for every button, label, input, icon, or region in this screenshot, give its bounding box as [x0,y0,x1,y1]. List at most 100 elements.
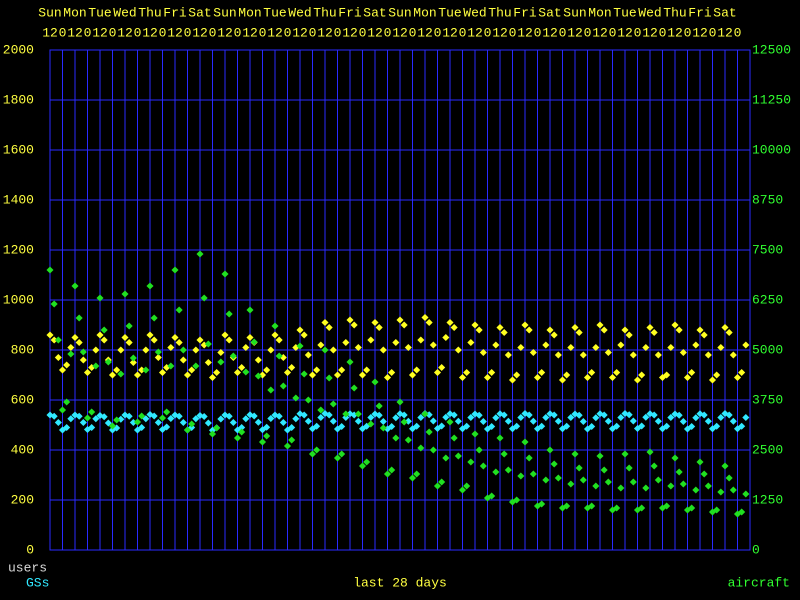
data-point [488,492,496,500]
x-tick-label: 0 [409,25,417,40]
data-point [50,300,58,308]
data-point [358,462,367,470]
data-point [146,282,154,290]
data-point [417,444,425,452]
data-point [554,351,562,359]
y-tick-label: 1600 [3,142,34,157]
data-point [129,354,137,362]
day-label: Tue [88,5,111,20]
day-label: Sun [563,5,586,20]
y2-tick-label: 5000 [752,342,783,357]
y2-tick-label: 1250 [752,492,783,507]
data-point [150,314,158,322]
x-tick-label: 0 [309,25,317,40]
data-point [254,418,262,426]
data-point [425,318,433,327]
data-point [167,362,175,370]
day-label: Mon [588,5,611,20]
y-tick-label: 400 [11,442,34,457]
data-point [200,294,208,302]
data-point [500,450,508,458]
data-point [413,366,421,374]
data-point [725,328,733,337]
data-point [529,348,537,357]
data-point [83,368,92,377]
data-point [504,417,512,425]
data-point [554,474,562,482]
data-point [375,323,383,332]
day-label: Tue [263,5,286,20]
data-point [688,422,696,431]
data-point [483,373,492,382]
data-point [458,486,467,494]
data-point [642,413,650,421]
x-tick-label: 0 [709,25,717,40]
day-label: Mon [238,5,261,20]
data-point [71,282,79,290]
data-point [667,482,675,490]
data-point [571,323,579,332]
data-point [417,413,425,422]
data-point [279,418,287,427]
data-point [392,414,400,422]
data-point [446,418,454,426]
data-point [567,413,575,422]
data-point [346,358,354,366]
data-point [338,450,346,458]
data-point [321,318,329,327]
data-point [467,413,475,422]
data-point [421,313,429,322]
data-point [646,448,654,456]
data-point [633,376,642,384]
x-tick-label: 0 [134,25,142,40]
data-point [496,434,504,442]
data-point [704,482,712,490]
data-point [63,361,71,369]
data-point [304,351,312,359]
data-point [408,371,417,379]
data-point [192,362,200,370]
data-point [363,458,371,466]
data-point [79,356,87,364]
data-point [546,446,554,454]
data-point [729,486,737,494]
data-point [158,414,167,422]
data-point [158,368,167,377]
data-point [125,412,133,420]
data-point [617,341,625,349]
data-point [179,346,187,354]
y2-tick-label: 7500 [752,242,783,257]
data-point [592,482,600,490]
data-point [258,438,267,446]
data-point [388,466,396,474]
data-point [625,411,633,419]
data-point [504,466,512,474]
data-point [150,412,158,420]
data-point [558,376,567,384]
day-label: Sat [363,5,386,20]
data-point [313,366,321,374]
data-point [492,414,500,422]
data-point [638,422,646,430]
x-tick-label: 12 [667,25,683,40]
data-point [488,422,496,431]
data-point [579,476,587,484]
data-point [225,310,233,318]
data-point [471,430,479,438]
data-point [238,423,246,432]
data-point [304,417,312,425]
day-label: Fri [513,5,537,20]
x-tick-label: 0 [109,25,117,40]
data-point [450,323,458,332]
data-point [338,366,346,374]
x-tick-label: 12 [142,25,158,40]
data-point [413,470,421,478]
data-point [713,371,721,379]
data-point [263,366,271,374]
data-point [696,326,704,334]
x-tick-label: 0 [84,25,92,40]
data-point [50,412,58,420]
data-point [288,423,296,432]
data-point [567,480,575,488]
